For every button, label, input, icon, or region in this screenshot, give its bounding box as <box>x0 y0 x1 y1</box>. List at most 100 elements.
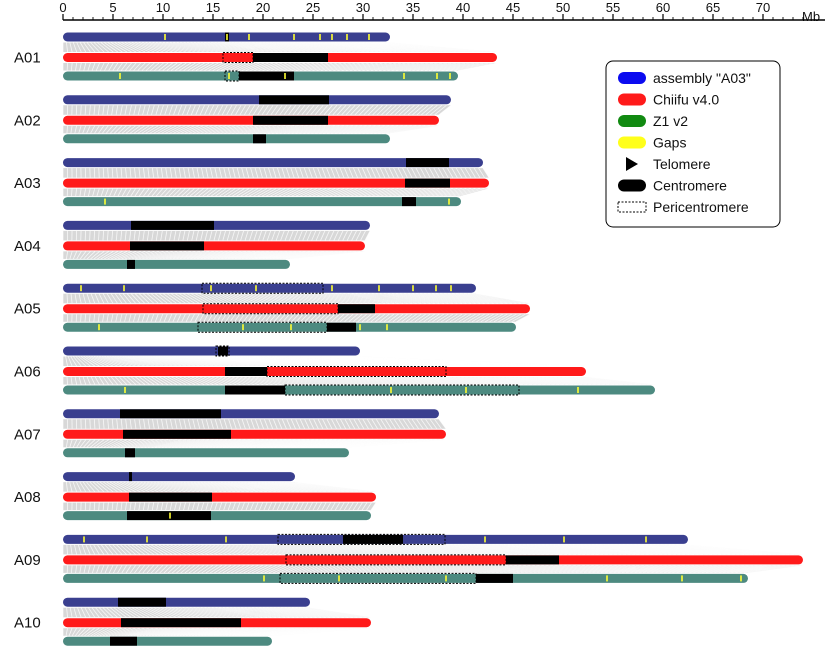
synteny-link <box>219 188 231 197</box>
synteny-link <box>376 376 419 385</box>
synteny-link <box>359 293 399 304</box>
synteny-link <box>345 105 356 116</box>
synteny-link <box>469 167 476 178</box>
synteny-link <box>106 376 114 385</box>
synteny-link <box>102 376 109 385</box>
synteny-link <box>244 188 259 197</box>
synteny-link <box>485 376 542 385</box>
synteny-link <box>476 313 490 323</box>
synteny-link <box>158 627 204 637</box>
synteny-link <box>190 481 236 492</box>
synteny-link <box>287 293 318 304</box>
synteny-link <box>438 419 447 430</box>
centromere <box>338 304 375 314</box>
synteny-link <box>100 251 114 260</box>
assembly-track <box>63 95 451 105</box>
synteny-link <box>278 313 286 322</box>
synteny-link <box>153 607 177 618</box>
synteny-link <box>262 251 329 260</box>
synteny-link <box>493 313 508 323</box>
synteny-link <box>366 167 372 178</box>
synteny-link <box>299 293 331 304</box>
synteny-link <box>415 565 445 574</box>
synteny-link <box>299 188 317 197</box>
synteny-link <box>188 627 249 637</box>
synteny-link <box>237 62 256 71</box>
synteny-link <box>106 481 123 492</box>
z1-track <box>63 322 516 332</box>
synteny-link <box>115 627 141 637</box>
synteny-link <box>250 419 255 429</box>
synteny-link <box>391 293 435 304</box>
synteny-link <box>177 188 186 197</box>
synteny-link <box>341 62 370 71</box>
synteny-link <box>360 376 401 385</box>
synteny-link <box>276 376 305 385</box>
synteny-link <box>220 313 227 322</box>
synteny-link <box>288 481 367 492</box>
synteny-link <box>392 544 454 555</box>
synteny-link <box>201 419 205 429</box>
synteny-link <box>277 544 318 555</box>
synteny-link <box>361 565 386 574</box>
synteny-link <box>130 356 182 367</box>
synteny-link <box>248 607 295 618</box>
synteny-link <box>221 251 274 260</box>
synteny-link <box>205 439 255 448</box>
synteny-link <box>279 105 287 116</box>
synteny-link <box>189 544 213 555</box>
synteny-link <box>104 544 114 555</box>
synteny-link <box>216 62 233 71</box>
synteny-link <box>247 565 263 574</box>
synteny-link <box>199 293 218 304</box>
synteny-link <box>207 376 228 385</box>
synteny-link <box>395 293 440 304</box>
synteny-link <box>99 481 114 492</box>
synteny-link <box>381 544 440 555</box>
synteny-link <box>382 565 409 574</box>
gap-mark <box>740 575 742 582</box>
synteny-link <box>200 42 246 53</box>
synteny-link <box>187 419 192 429</box>
synteny-link <box>254 502 259 511</box>
synteny-link <box>74 544 78 555</box>
synteny-link <box>107 168 109 178</box>
synteny-link <box>124 439 146 448</box>
synteny-link <box>183 481 227 492</box>
synteny-link <box>79 62 82 71</box>
synteny-link <box>135 356 191 367</box>
centromere <box>253 53 328 62</box>
synteny-link <box>503 544 586 555</box>
synteny-link <box>224 42 278 53</box>
synteny-link <box>167 293 182 304</box>
synteny-link <box>231 376 255 385</box>
synteny-link <box>300 313 309 322</box>
synteny-link <box>473 544 549 555</box>
synteny-link <box>175 293 191 304</box>
synteny-link <box>134 293 145 304</box>
synteny-link <box>155 376 168 385</box>
synteny-link <box>169 168 173 178</box>
synteny-link <box>139 544 155 555</box>
synteny-link <box>209 230 213 241</box>
synteny-link <box>252 125 281 134</box>
synteny-link <box>131 251 155 260</box>
synteny-link <box>333 188 354 197</box>
synteny-link <box>151 439 182 448</box>
synteny-link <box>94 125 100 134</box>
synteny-link <box>398 105 411 116</box>
pericentromere <box>266 366 447 377</box>
synteny-link <box>367 188 390 197</box>
synteny-link <box>239 376 264 385</box>
synteny-link <box>731 565 785 574</box>
synteny-link <box>317 42 402 53</box>
synteny-link <box>302 230 308 241</box>
synteny-link <box>203 313 209 322</box>
synteny-link <box>145 356 209 367</box>
synteny-link <box>232 188 245 197</box>
synteny-link <box>260 376 287 385</box>
synteny-link <box>209 439 260 448</box>
synteny-link <box>424 167 431 178</box>
synteny-link <box>541 376 605 385</box>
synteny-link <box>377 544 436 555</box>
